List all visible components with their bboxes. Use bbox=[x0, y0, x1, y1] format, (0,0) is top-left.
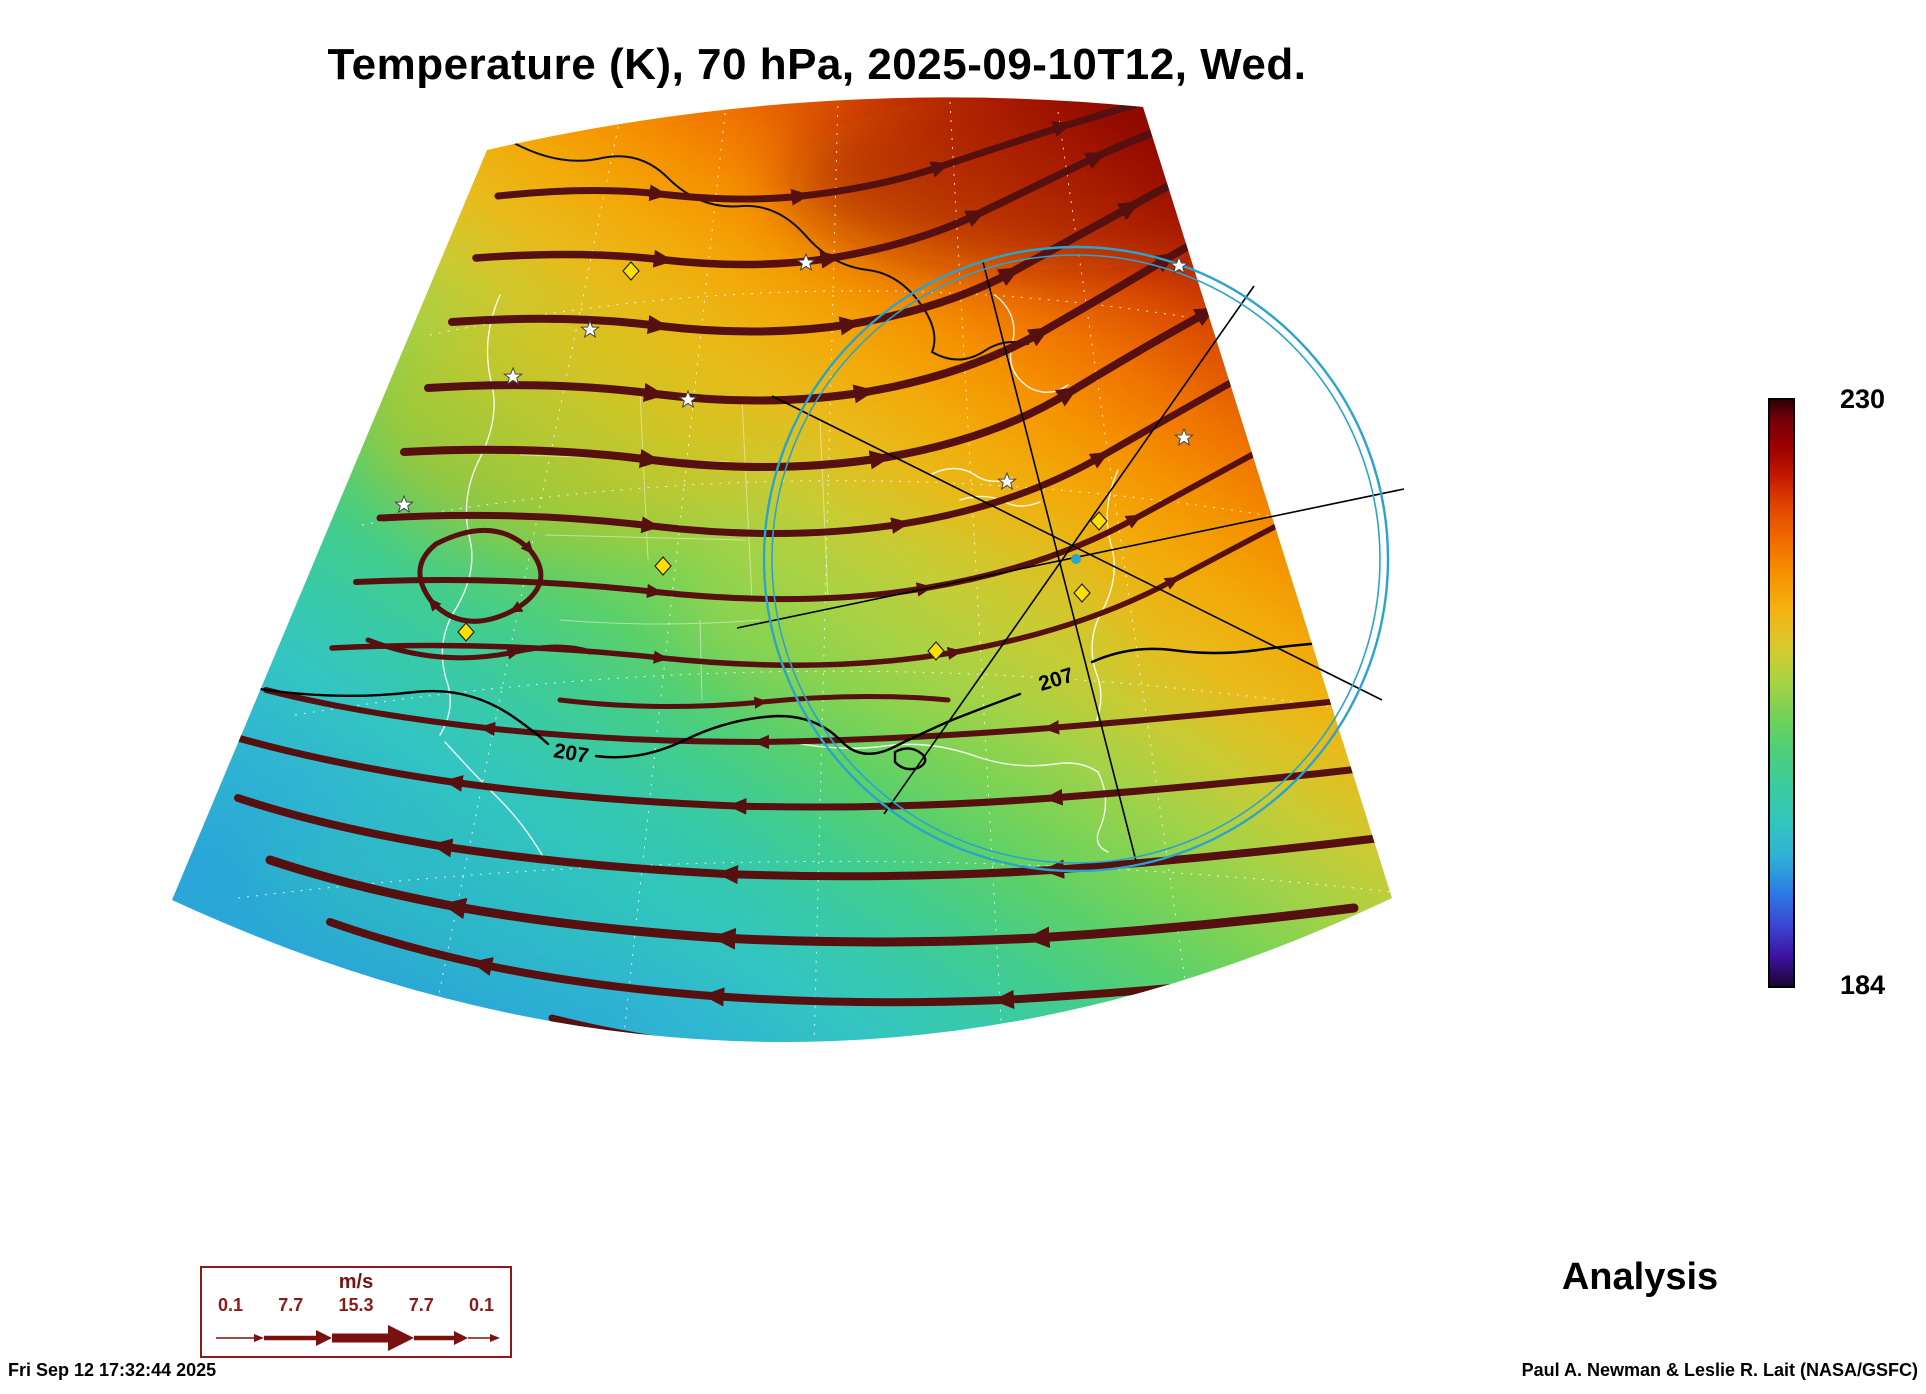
great-circle-line bbox=[771, 395, 1383, 701]
range-circle-outer bbox=[762, 245, 1390, 873]
wind-streamline bbox=[234, 794, 1384, 885]
wind-streamline bbox=[417, 527, 544, 624]
footer-timestamp: Fri Sep 12 17:32:44 2025 bbox=[8, 1360, 217, 1380]
star-marker bbox=[579, 319, 601, 339]
coastline bbox=[1096, 771, 1109, 853]
star-marker bbox=[1168, 255, 1190, 275]
legend-units-label: m/s bbox=[338, 1271, 374, 1293]
footer-credit: Paul A. Newman & Leslie R. Lait (NASA/GS… bbox=[1521, 1360, 1918, 1380]
chart-title: Temperature (K), 70 hPa, 2025-09-10T12, … bbox=[327, 40, 1307, 89]
wind-streamline bbox=[234, 734, 1372, 815]
legend-arrowhead bbox=[254, 1334, 264, 1342]
legend-value: 0.1 bbox=[468, 1295, 494, 1315]
wind-streamline bbox=[365, 637, 593, 661]
diamond-marker bbox=[654, 556, 672, 576]
colorbar bbox=[1768, 398, 1795, 988]
legend-value: 15.3 bbox=[338, 1295, 374, 1315]
star-marker bbox=[677, 389, 699, 409]
legend-arrowhead bbox=[388, 1325, 414, 1351]
diamond-marker bbox=[622, 261, 640, 281]
wind-streamline bbox=[326, 918, 1300, 1010]
contour-207-path bbox=[1090, 640, 1340, 664]
wind-streamline bbox=[557, 693, 951, 710]
star-marker bbox=[996, 471, 1018, 491]
great-circle-line bbox=[736, 488, 1405, 629]
analysis-label: Analysis bbox=[1561, 1256, 1719, 1298]
star-marker bbox=[1173, 427, 1195, 447]
colorbar-min-label: 184 bbox=[1840, 970, 1886, 1000]
diamond-marker bbox=[1073, 583, 1091, 603]
legend-arrow-glyph bbox=[216, 1325, 500, 1351]
legend-value: 7.7 bbox=[408, 1295, 434, 1315]
contour-207-path bbox=[594, 692, 1022, 759]
wind-streamline bbox=[263, 687, 1351, 750]
star-marker bbox=[795, 252, 817, 272]
diamond-marker bbox=[927, 641, 945, 661]
graticule-line bbox=[1057, 111, 1189, 1001]
great-circle-line bbox=[883, 285, 1255, 815]
colorbar-max-label: 230 bbox=[1840, 384, 1886, 414]
range-circle-inner bbox=[771, 254, 1381, 864]
great-circle-lines bbox=[736, 261, 1405, 862]
legend-arrowhead bbox=[454, 1331, 468, 1345]
legend-arrowhead bbox=[316, 1330, 332, 1346]
diamond-marker bbox=[457, 622, 475, 642]
graticule-line bbox=[294, 670, 1353, 716]
star-marker bbox=[393, 494, 415, 514]
station-markers bbox=[393, 252, 1195, 661]
contour-207-path bbox=[893, 747, 927, 771]
temperature-contour-207 bbox=[240, 640, 1340, 771]
legend-value: 0.1 bbox=[218, 1295, 244, 1315]
wind-speed-legend: m/s 0.1 7.7 15.3 7.7 0.1 bbox=[200, 1266, 512, 1358]
graticule-line bbox=[813, 97, 839, 1043]
wind-streamline bbox=[265, 855, 1359, 950]
star-marker bbox=[502, 366, 524, 386]
range-circle bbox=[762, 245, 1390, 873]
range-circle-center-dot bbox=[1071, 554, 1081, 564]
contour-207-path bbox=[240, 684, 550, 746]
legend-value: 7.7 bbox=[278, 1295, 304, 1315]
legend-values-row: 0.1 7.7 15.3 7.7 0.1 bbox=[202, 1295, 510, 1316]
legend-arrowhead bbox=[490, 1334, 500, 1342]
diamond-marker bbox=[1090, 511, 1108, 531]
